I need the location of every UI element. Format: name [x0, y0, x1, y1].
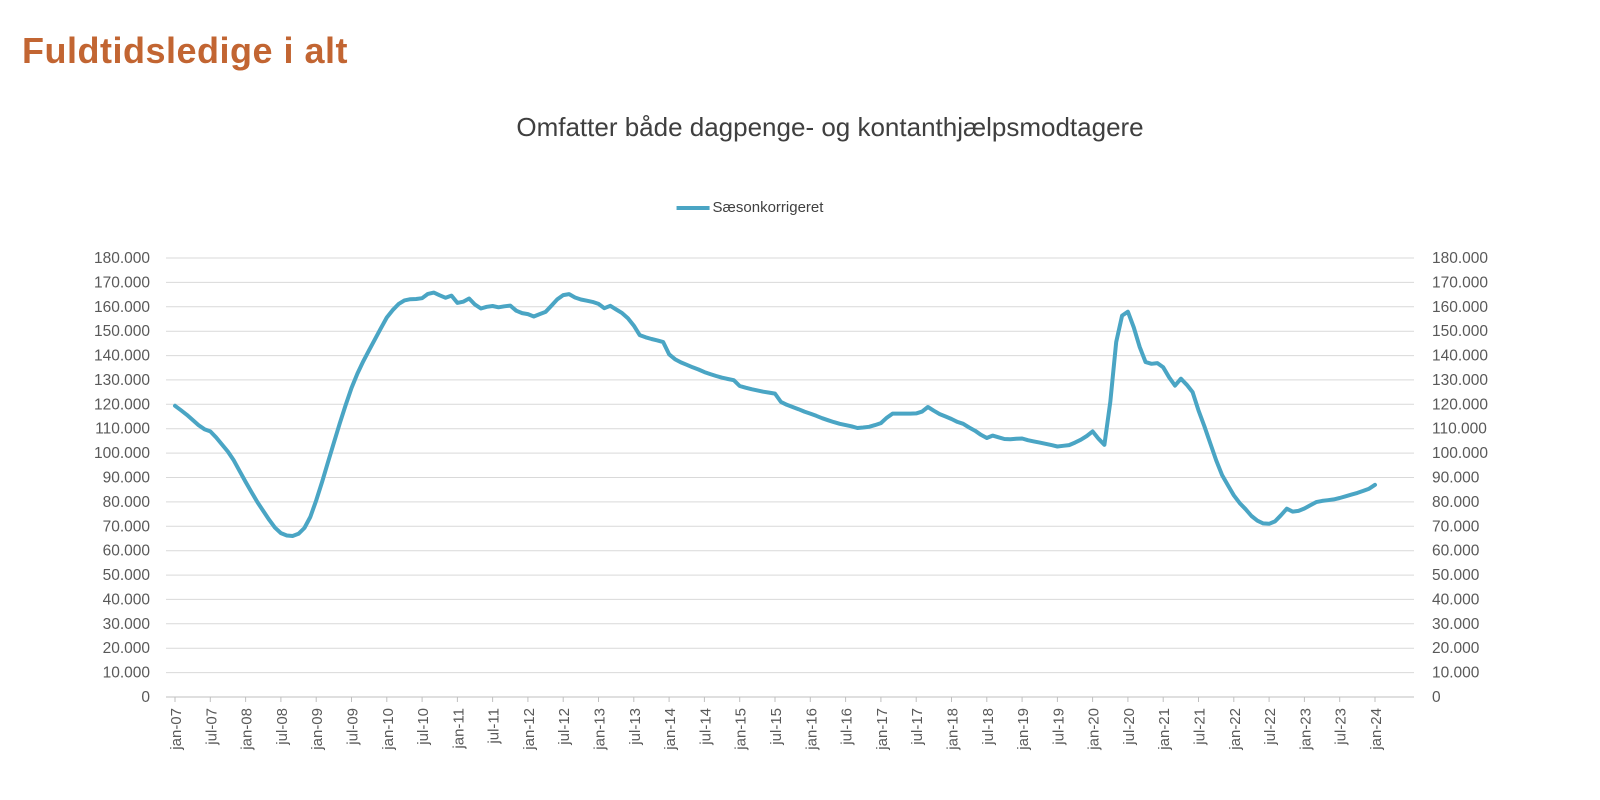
- x-axis-label: jan-11: [450, 708, 467, 750]
- legend-line-marker: [676, 205, 710, 210]
- y-axis-label-left: 30.000: [103, 616, 151, 633]
- x-axis-label: jul-08: [274, 708, 291, 746]
- y-axis-label-left: 10.000: [103, 665, 151, 682]
- x-axis-label: jul-18: [980, 708, 997, 746]
- x-axis-label: jul-15: [768, 708, 785, 746]
- y-axis-label-right: 20.000: [1432, 640, 1480, 657]
- x-axis-label: jul-20: [1121, 708, 1138, 746]
- y-axis-label-right: 130.000: [1432, 372, 1488, 389]
- y-axis-label-left: 180.000: [94, 250, 150, 267]
- y-axis-label-right: 50.000: [1432, 567, 1480, 584]
- y-axis-label-right: 10.000: [1432, 665, 1480, 682]
- y-axis-label-left: 150.000: [94, 323, 150, 340]
- x-axis-label: jan-16: [803, 708, 820, 751]
- x-axis-label: jan-24: [1368, 708, 1385, 751]
- x-axis-label: jan-07: [168, 708, 185, 751]
- legend: Sæsonkorrigeret: [676, 199, 824, 216]
- y-axis-label-left: 130.000: [94, 372, 150, 389]
- y-axis-label-right: 90.000: [1432, 470, 1480, 487]
- x-axis-label: jan-12: [521, 708, 538, 751]
- x-axis-label: jul-12: [556, 708, 573, 746]
- y-axis-label-right: 120.000: [1432, 396, 1488, 413]
- y-axis-label-left: 110.000: [95, 421, 150, 438]
- x-axis-label: jan-10: [380, 708, 397, 751]
- x-axis-label: jul-22: [1262, 708, 1279, 746]
- x-axis-label: jan-21: [1156, 708, 1173, 751]
- y-axis-label-right: 40.000: [1432, 591, 1480, 608]
- y-axis-label-left: 120.000: [94, 396, 150, 413]
- x-axis-label: jul-14: [697, 708, 714, 746]
- y-axis-label-right: 70.000: [1432, 518, 1480, 535]
- y-axis-label-right: 170.000: [1432, 274, 1488, 291]
- x-axis-label: jan-17: [874, 708, 891, 751]
- y-axis-label-right: 160.000: [1432, 299, 1488, 316]
- y-axis-label-left: 80.000: [103, 494, 151, 511]
- y-axis-label-left: 100.000: [94, 445, 150, 462]
- y-axis-label-right: 110.000: [1432, 421, 1487, 438]
- x-axis-label: jul-23: [1333, 708, 1350, 746]
- x-axis-label: jul-11: [486, 708, 503, 745]
- y-axis-label-right: 60.000: [1432, 543, 1480, 560]
- x-axis-label: jul-19: [1050, 708, 1067, 746]
- y-axis-label-left: 70.000: [103, 518, 151, 535]
- series-line-saesonkorrigeret: [173, 290, 1377, 538]
- y-axis-label-right: 180.000: [1432, 250, 1488, 267]
- y-axis-label-left: 170.000: [94, 274, 150, 291]
- y-axis-label-left: 50.000: [103, 567, 151, 584]
- x-axis-label: jan-18: [945, 708, 962, 751]
- x-axis-label: jan-15: [733, 708, 750, 751]
- x-axis-label: jan-14: [662, 708, 679, 751]
- y-axis-label-left: 140.000: [94, 348, 150, 365]
- x-axis-label: jan-08: [239, 708, 256, 751]
- x-axis-label: jul-07: [203, 708, 220, 746]
- x-axis-label: jan-09: [309, 708, 326, 751]
- y-axis-label-right: 140.000: [1432, 348, 1488, 365]
- x-axis-label: jul-21: [1192, 708, 1209, 746]
- page-title: Fuldtidsledige i alt: [22, 30, 349, 71]
- y-axis-label-right: 150.000: [1432, 323, 1488, 340]
- y-axis-label-left: 0: [141, 689, 150, 706]
- y-axis-label-right: 30.000: [1432, 616, 1480, 633]
- x-axis-label: jul-10: [415, 708, 432, 746]
- x-axis-label: jul-16: [839, 708, 856, 746]
- y-axis-label-left: 20.000: [103, 640, 151, 657]
- x-axis-label: jan-23: [1297, 708, 1314, 751]
- y-axis-label-right: 100.000: [1432, 445, 1488, 462]
- x-axis-label: jan-19: [1015, 708, 1032, 751]
- y-axis-label-right: 0: [1432, 689, 1441, 706]
- y-axis-label-left: 40.000: [103, 591, 151, 608]
- x-axis-label: jul-17: [909, 708, 926, 746]
- x-axis-label: jan-22: [1227, 708, 1244, 751]
- chart-title: Omfatter både dagpenge- og kontanthjælps…: [516, 112, 1144, 142]
- y-axis-label-left: 60.000: [103, 543, 151, 560]
- legend-label: Sæsonkorrigeret: [712, 199, 824, 216]
- x-axis-label: jan-13: [592, 708, 609, 751]
- x-axis-label: jan-20: [1086, 708, 1103, 751]
- y-axis-label-left: 160.000: [94, 299, 150, 316]
- x-axis-label: jul-13: [627, 708, 644, 746]
- y-axis-label-right: 80.000: [1432, 494, 1480, 511]
- y-axis-label-left: 90.000: [103, 470, 151, 487]
- x-axis-label: jul-09: [345, 708, 362, 746]
